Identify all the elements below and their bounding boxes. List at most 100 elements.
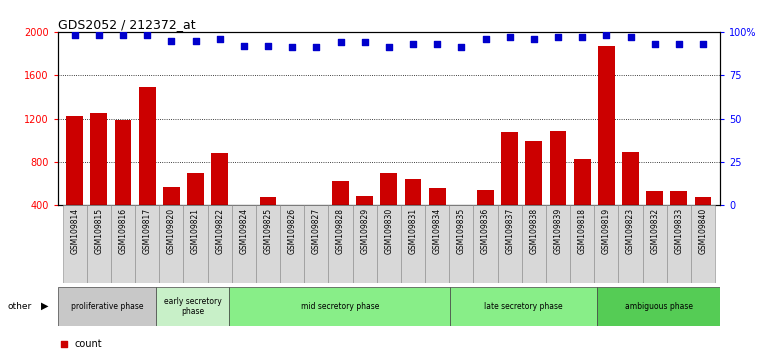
Text: GSM109830: GSM109830 bbox=[384, 208, 393, 254]
FancyBboxPatch shape bbox=[497, 205, 522, 283]
Text: GSM109819: GSM109819 bbox=[602, 208, 611, 254]
Bar bbox=[259, 197, 276, 249]
Bar bbox=[501, 132, 518, 249]
Text: GSM109839: GSM109839 bbox=[554, 208, 563, 254]
FancyBboxPatch shape bbox=[304, 205, 329, 283]
Point bbox=[624, 34, 637, 40]
Text: GSM109832: GSM109832 bbox=[650, 208, 659, 254]
Point bbox=[262, 43, 274, 48]
Text: GSM109825: GSM109825 bbox=[263, 208, 273, 254]
Bar bbox=[283, 211, 300, 249]
FancyBboxPatch shape bbox=[62, 205, 87, 283]
FancyBboxPatch shape bbox=[183, 205, 208, 283]
Text: mid secretory phase: mid secretory phase bbox=[300, 302, 379, 311]
Text: GSM109827: GSM109827 bbox=[312, 208, 321, 254]
Bar bbox=[477, 190, 494, 249]
Bar bbox=[357, 195, 373, 249]
Point bbox=[443, 272, 455, 277]
Bar bbox=[598, 46, 614, 249]
Text: late secretory phase: late secretory phase bbox=[484, 302, 563, 311]
Text: GSM109817: GSM109817 bbox=[142, 208, 152, 254]
Bar bbox=[429, 188, 446, 249]
FancyBboxPatch shape bbox=[598, 287, 720, 326]
Text: GSM109822: GSM109822 bbox=[215, 208, 224, 254]
Point bbox=[189, 38, 202, 44]
Text: GSM109823: GSM109823 bbox=[626, 208, 635, 254]
Bar bbox=[139, 87, 156, 249]
Point bbox=[213, 36, 226, 42]
Point bbox=[407, 41, 419, 47]
Point bbox=[431, 41, 444, 47]
FancyBboxPatch shape bbox=[618, 205, 643, 283]
Bar bbox=[646, 191, 663, 249]
FancyBboxPatch shape bbox=[208, 205, 232, 283]
Text: GSM109815: GSM109815 bbox=[95, 208, 103, 254]
FancyBboxPatch shape bbox=[594, 205, 618, 283]
Point bbox=[359, 39, 371, 45]
Bar bbox=[308, 212, 325, 249]
Point bbox=[334, 39, 346, 45]
FancyBboxPatch shape bbox=[353, 205, 377, 283]
FancyBboxPatch shape bbox=[156, 287, 229, 326]
Text: GSM109828: GSM109828 bbox=[336, 208, 345, 254]
FancyBboxPatch shape bbox=[474, 205, 497, 283]
Text: GSM109836: GSM109836 bbox=[481, 208, 490, 254]
Point bbox=[166, 38, 178, 44]
Bar bbox=[332, 182, 349, 249]
Point bbox=[286, 45, 298, 50]
Text: ▶: ▶ bbox=[41, 301, 49, 311]
Bar bbox=[66, 116, 83, 249]
Point bbox=[600, 33, 612, 38]
Bar bbox=[115, 120, 132, 249]
Point bbox=[648, 41, 661, 47]
Bar bbox=[550, 131, 567, 249]
Text: ambiguous phase: ambiguous phase bbox=[624, 302, 693, 311]
FancyBboxPatch shape bbox=[329, 205, 353, 283]
Bar bbox=[622, 152, 639, 249]
Text: count: count bbox=[74, 339, 102, 349]
Point bbox=[697, 41, 709, 47]
Point bbox=[527, 36, 540, 42]
FancyBboxPatch shape bbox=[232, 205, 256, 283]
Text: GSM109837: GSM109837 bbox=[505, 208, 514, 254]
Bar bbox=[380, 173, 397, 249]
FancyBboxPatch shape bbox=[87, 205, 111, 283]
Text: GSM109834: GSM109834 bbox=[433, 208, 442, 254]
Text: GSM109821: GSM109821 bbox=[191, 208, 200, 254]
Text: early secretory
phase: early secretory phase bbox=[164, 297, 222, 316]
Text: GSM109833: GSM109833 bbox=[675, 208, 683, 254]
Bar bbox=[163, 187, 180, 249]
Point bbox=[92, 33, 105, 38]
FancyBboxPatch shape bbox=[425, 205, 449, 283]
Bar bbox=[525, 141, 542, 249]
FancyBboxPatch shape bbox=[522, 205, 546, 283]
Bar bbox=[187, 173, 204, 249]
Bar bbox=[453, 212, 470, 249]
Point bbox=[383, 45, 395, 50]
Point bbox=[552, 34, 564, 40]
FancyBboxPatch shape bbox=[111, 205, 135, 283]
Text: GSM109816: GSM109816 bbox=[119, 208, 128, 254]
Point bbox=[141, 33, 153, 38]
Text: GSM109826: GSM109826 bbox=[288, 208, 296, 254]
Point bbox=[117, 33, 129, 38]
FancyBboxPatch shape bbox=[570, 205, 594, 283]
Text: GDS2052 / 212372_at: GDS2052 / 212372_at bbox=[58, 18, 196, 31]
Bar bbox=[90, 113, 107, 249]
Bar bbox=[671, 191, 688, 249]
Point bbox=[480, 36, 492, 42]
Bar bbox=[695, 197, 711, 249]
Text: GSM109831: GSM109831 bbox=[409, 208, 417, 254]
FancyBboxPatch shape bbox=[280, 205, 304, 283]
FancyBboxPatch shape bbox=[229, 287, 450, 326]
FancyBboxPatch shape bbox=[449, 205, 474, 283]
Bar bbox=[574, 159, 591, 249]
FancyBboxPatch shape bbox=[159, 205, 183, 283]
Point bbox=[238, 43, 250, 48]
Text: GSM109818: GSM109818 bbox=[578, 208, 587, 254]
FancyBboxPatch shape bbox=[377, 205, 401, 283]
FancyBboxPatch shape bbox=[135, 205, 159, 283]
FancyBboxPatch shape bbox=[256, 205, 280, 283]
FancyBboxPatch shape bbox=[546, 205, 570, 283]
FancyBboxPatch shape bbox=[401, 205, 425, 283]
